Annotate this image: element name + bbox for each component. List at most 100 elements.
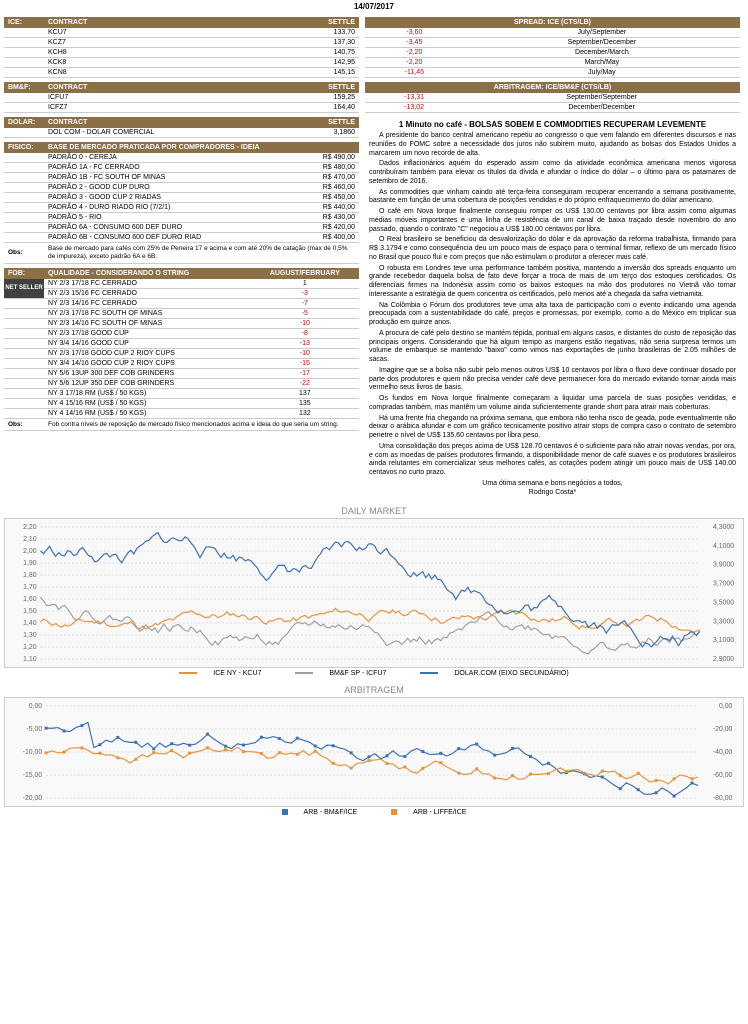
net-seller-badge: NET SELLER bbox=[4, 279, 44, 299]
arb-v: -13,31 bbox=[365, 93, 463, 103]
ice-table: ICE: CONTRACT SETTLE KCU7133,70 KCZ7137,… bbox=[4, 17, 359, 78]
fob-q: NY 2/3 17/18 GOOD CUP bbox=[44, 328, 251, 338]
article-paragraph: As commodities que vinham caindo até ter… bbox=[369, 189, 736, 207]
spread-v: -11,45 bbox=[365, 68, 464, 78]
article-paragraph: O Real brasileiro se beneficiou da desva… bbox=[369, 236, 736, 262]
svg-text:2,10: 2,10 bbox=[23, 536, 37, 543]
fisico-p: PADRÃO 6B - CONSUMO 600 DEF DURO RIAD bbox=[44, 233, 292, 243]
svg-text:-15,00: -15,00 bbox=[23, 772, 43, 779]
ice-s: 142,95 bbox=[225, 58, 359, 68]
daily-market-chart: DAILY MARKET 2,202,102,001,901,801,701,6… bbox=[4, 504, 744, 679]
article-author: Rodrigo Costa* bbox=[365, 489, 740, 496]
spread-v: -2,20 bbox=[365, 58, 464, 68]
fob-q: NY 3/4 14/16 GOOD CUP 2 RIOY CUPS bbox=[44, 358, 251, 368]
svg-text:2,9000: 2,9000 bbox=[713, 656, 734, 663]
svg-text:2,00: 2,00 bbox=[23, 548, 37, 555]
dolar-s: 3,1860 bbox=[285, 128, 359, 138]
svg-text:3,7000: 3,7000 bbox=[713, 580, 734, 587]
ice-c: KCU7 bbox=[44, 28, 225, 38]
fisico-v: R$ 490,00 bbox=[292, 153, 359, 163]
fob-v: -17 bbox=[251, 368, 359, 378]
report-date: 14/07/2017 bbox=[0, 0, 748, 13]
fob-v: 135 bbox=[251, 398, 359, 408]
ice-label: ICE: bbox=[4, 17, 44, 28]
fob-q: NY 3 17/18 RM (US$ / 50 KGS) bbox=[44, 388, 251, 398]
bmf-h2: SETTLE bbox=[225, 82, 359, 93]
fob-header2: AUGUST/FEBRUARY bbox=[251, 268, 359, 279]
fob-q: NY 2/3 14/16 FC CERRADO bbox=[44, 298, 251, 308]
article-paragraph: Na Colômbia o Fórum dos produtores teve … bbox=[369, 302, 736, 328]
daily-legend: ICE NY - KCU7 BM&F SP - ICFU7 DOLAR.COM … bbox=[4, 668, 744, 679]
fob-v: -5 bbox=[251, 308, 359, 318]
dolar-table: DOLAR: CONTRACT SETTLE DOL COM - DOLAR C… bbox=[4, 117, 359, 138]
fob-label: FOB: bbox=[4, 268, 44, 279]
spread-header: SPREAD: ICE (CTS/LB) bbox=[365, 17, 740, 28]
arb-legend: ARB - BM&F/ICE ARB - LIFFE/ICE bbox=[4, 807, 744, 818]
article-paragraph: O café em Nova Iorque finalmente consegu… bbox=[369, 208, 736, 234]
svg-text:0,00: 0,00 bbox=[29, 703, 43, 710]
legend-item: ARB - BM&F/ICE bbox=[304, 809, 358, 816]
svg-text:3,5000: 3,5000 bbox=[713, 599, 734, 606]
fob-v: -10 bbox=[251, 348, 359, 358]
obs-label: Obs: bbox=[8, 421, 23, 428]
fob-q: NY 2/3 14/16 FC SOUTH OF MINAS bbox=[44, 318, 251, 328]
arb-m: December/December bbox=[463, 103, 740, 113]
fob-q: NY 5/6 12UP 350 DEF COB GRINDERS bbox=[44, 378, 251, 388]
svg-text:-20,00: -20,00 bbox=[23, 795, 43, 802]
svg-text:1,80: 1,80 bbox=[23, 572, 37, 579]
legend-item: DOLAR.COM (EIXO SECUNDÁRIO) bbox=[454, 670, 568, 677]
article-paragraph: Há uma frente fria chegando na próxima s… bbox=[369, 415, 736, 441]
article-paragraph: Imagine que se a bolsa não subir pelo me… bbox=[369, 367, 736, 393]
fisico-v: R$ 400,00 bbox=[292, 233, 359, 243]
fisico-p: PADRÃO 5 - RIO bbox=[44, 213, 292, 223]
svg-text:4,3000: 4,3000 bbox=[713, 524, 734, 531]
ice-h1: CONTRACT bbox=[44, 17, 225, 28]
fob-v: -15 bbox=[251, 358, 359, 368]
main-columns: ICE: CONTRACT SETTLE KCU7133,70 KCZ7137,… bbox=[0, 13, 748, 500]
bmf-h1: CONTRACT bbox=[44, 82, 225, 93]
spread-m: September/December bbox=[464, 38, 740, 48]
fob-v: -10 bbox=[251, 318, 359, 328]
fob-table: FOB: QUALIDADE - CONSIDERANDO O STRING A… bbox=[4, 268, 359, 432]
article-paragraph: A presidente do banco central americano … bbox=[369, 132, 736, 158]
fisico-v: R$ 440,00 bbox=[292, 203, 359, 213]
bmf-c: ICFU7 bbox=[44, 93, 225, 103]
svg-text:-40,00: -40,00 bbox=[713, 749, 733, 756]
arb-chart-svg: 0,00-5,00-10,00-15,00-20,00 0,00-20,00-4… bbox=[5, 698, 743, 806]
article-paragraph: Os fundos em Nova Iorque finalmente come… bbox=[369, 395, 736, 413]
spread-v: -2,20 bbox=[365, 48, 464, 58]
fob-header: QUALIDADE - CONSIDERANDO O STRING bbox=[44, 268, 251, 279]
fob-q: NY 2/3 15/16 FC CERRADO bbox=[44, 288, 251, 298]
fob-v: -7 bbox=[251, 298, 359, 308]
left-column: ICE: CONTRACT SETTLE KCU7133,70 KCZ7137,… bbox=[4, 17, 359, 496]
fisico-v: R$ 480,00 bbox=[292, 163, 359, 173]
right-column: SPREAD: ICE (CTS/LB) -3,60July/September… bbox=[365, 17, 740, 496]
fisico-p: PADRÃO 4 - DURO RIADO RIO (7/2/1) bbox=[44, 203, 292, 213]
ice-c: KCN8 bbox=[44, 68, 225, 78]
fob-q: NY 4 15/16 RM (US$ / 50 KGS) bbox=[44, 398, 251, 408]
bmf-c: ICFZ7 bbox=[44, 103, 225, 113]
bmf-s: 164,40 bbox=[225, 103, 359, 113]
spread-v: -3,45 bbox=[365, 38, 464, 48]
fisico-p: PADRÃO 0 - CEREJA bbox=[44, 153, 292, 163]
fisico-v: R$ 450,00 bbox=[292, 193, 359, 203]
svg-text:-80,00: -80,00 bbox=[713, 795, 733, 802]
fob-q: NY 2/3 17/18 GOOD CUP 2 RIOY CUPS bbox=[44, 348, 251, 358]
spread-table: SPREAD: ICE (CTS/LB) -3,60July/September… bbox=[365, 17, 740, 78]
article-closing: Uma ótima semana e bons negócios a todos… bbox=[365, 480, 740, 487]
fisico-p: PADRÃO 2 - GOOD CUP DURO bbox=[44, 183, 292, 193]
arb-v: -13,02 bbox=[365, 103, 463, 113]
spread-v: -3,60 bbox=[365, 28, 464, 38]
svg-text:3,9000: 3,9000 bbox=[713, 561, 734, 568]
spread-m: July/May bbox=[464, 68, 740, 78]
spread-m: July/September bbox=[464, 28, 740, 38]
article-paragraph: Uma consolidação dos preços acima de US$… bbox=[369, 443, 736, 478]
fisico-v: R$ 430,00 bbox=[292, 213, 359, 223]
svg-text:-10,00: -10,00 bbox=[23, 749, 43, 756]
article-title: 1 Minuto no café - BOLSAS SOBEM E COMMOD… bbox=[365, 117, 740, 132]
legend-item: ARB - LIFFE/ICE bbox=[413, 809, 466, 816]
ice-s: 145,15 bbox=[225, 68, 359, 78]
bmf-s: 159,25 bbox=[225, 93, 359, 103]
fob-v: -22 bbox=[251, 378, 359, 388]
fob-v: -13 bbox=[251, 338, 359, 348]
